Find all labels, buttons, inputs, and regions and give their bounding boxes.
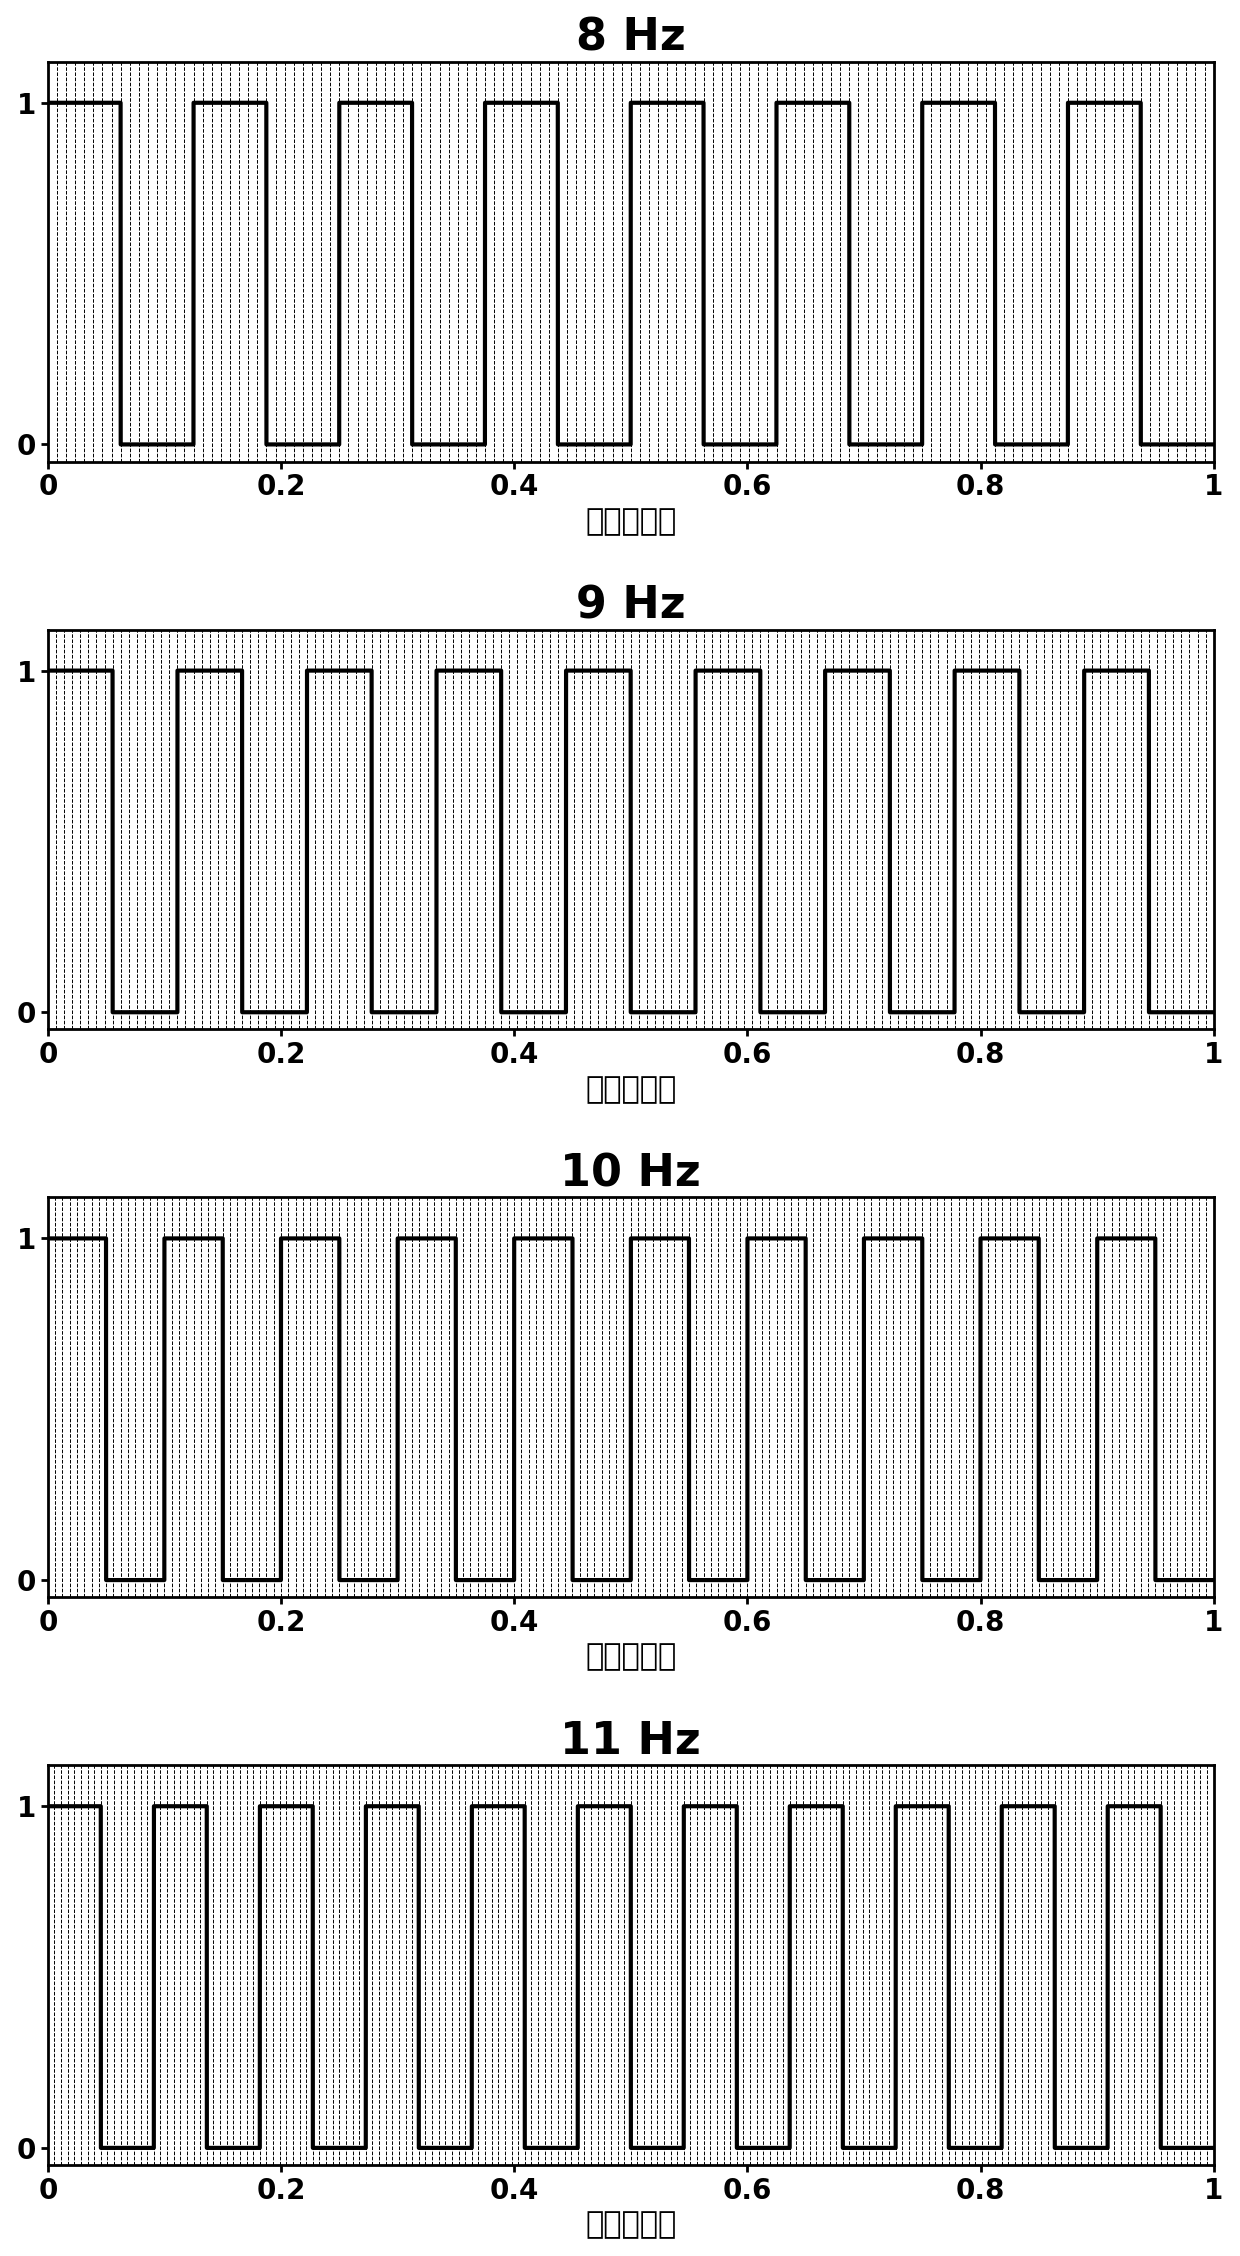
X-axis label: 时间（秒）: 时间（秒） xyxy=(585,1642,676,1672)
Title: 8 Hz: 8 Hz xyxy=(575,16,686,59)
X-axis label: 时间（秒）: 时间（秒） xyxy=(585,508,676,537)
Title: 10 Hz: 10 Hz xyxy=(560,1153,701,1196)
Title: 11 Hz: 11 Hz xyxy=(560,1719,701,1764)
X-axis label: 时间（秒）: 时间（秒） xyxy=(585,2211,676,2240)
X-axis label: 时间（秒）: 时间（秒） xyxy=(585,1074,676,1103)
Title: 9 Hz: 9 Hz xyxy=(575,584,686,627)
